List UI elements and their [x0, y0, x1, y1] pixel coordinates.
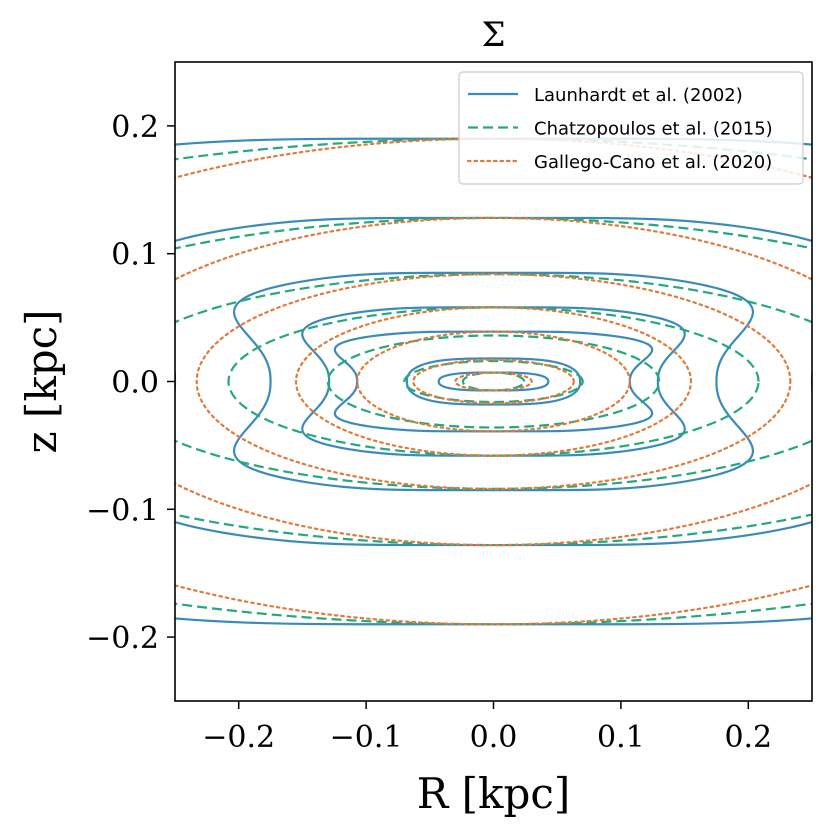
contour-line [195, 273, 792, 490]
x-axis-ticks: −0.2 −0.1 0.0 0.1 0.2 [202, 701, 772, 755]
y-axis-ticks: −0.2 −0.1 0.0 0.1 0.2 [86, 110, 175, 656]
contour-line [175, 216, 812, 547]
contour-line [175, 216, 812, 547]
x-tick-label: 0.0 [470, 720, 518, 755]
legend-label: Chatzopoulos et al. (2015) [534, 119, 773, 140]
contour-line [454, 371, 533, 392]
legend-box [458, 71, 804, 185]
contour-line [294, 306, 693, 457]
contour-line [175, 216, 812, 547]
legend-label: Launhardt et al. (2002) [534, 85, 743, 106]
x-axis-label: R [kpc] [417, 769, 571, 818]
x-tick-label: 0.1 [597, 720, 645, 755]
y-tick-label: 0.0 [111, 366, 159, 401]
contour-line [227, 306, 760, 457]
y-tick-label: −0.2 [86, 621, 159, 656]
contour-line [301, 306, 686, 457]
contour-line [356, 330, 631, 433]
y-tick-label: 0.1 [111, 238, 159, 273]
x-tick-label: −0.1 [330, 720, 403, 755]
contour-line [437, 371, 550, 392]
contour-line [405, 357, 582, 406]
y-tick-label: 0.2 [111, 110, 159, 145]
legend-label: Gallego-Cano et al. (2020) [534, 152, 772, 173]
contour-line [326, 334, 661, 429]
x-tick-label: 0.2 [724, 720, 772, 755]
chart-title: Σ [481, 15, 505, 55]
contour-line [232, 271, 755, 492]
y-axis-label: z [kpc] [17, 309, 66, 453]
contour-line [461, 371, 526, 392]
legend: Launhardt et al. (2002) Chatzopoulos et a… [458, 71, 804, 185]
x-tick-label: −0.2 [202, 720, 275, 755]
y-tick-label: −0.1 [86, 493, 159, 528]
contour-line [412, 358, 575, 405]
